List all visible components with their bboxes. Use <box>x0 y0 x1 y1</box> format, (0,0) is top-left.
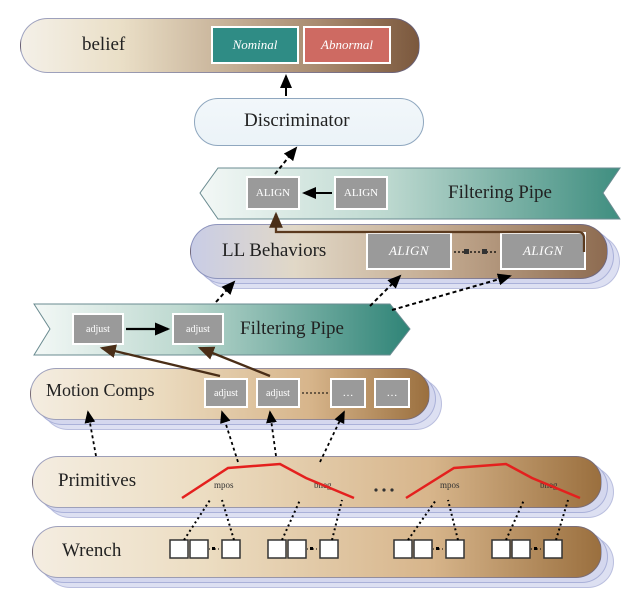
wrench-label: Wrench <box>62 540 121 562</box>
primitives-label: Primitives <box>58 470 136 492</box>
abnormal-chip: Abnormal <box>303 26 391 64</box>
ll-chip-2: ALIGN <box>500 232 586 270</box>
upper-pipe-label: Filtering Pipe <box>448 182 552 204</box>
prim-right-bneg: bneg <box>540 480 558 490</box>
prim-left-bneg: bneg <box>314 480 332 490</box>
ll-behaviors-label: LL Behaviors <box>222 240 326 262</box>
upper-pipe-chip-2: ALIGN <box>334 176 388 210</box>
lower-pipe-chip-2: adjust <box>172 313 224 345</box>
belief-label: belief <box>82 34 125 56</box>
mc-chip-1: adjust <box>204 378 248 408</box>
discriminator-label: Discriminator <box>244 110 350 132</box>
motion-comps-label: Motion Comps <box>46 380 155 401</box>
prim-right-mpos: mpos <box>440 480 460 490</box>
mc-chip-4: … <box>374 378 410 408</box>
ll-chip-1: ALIGN <box>366 232 452 270</box>
mc-chip-2: adjust <box>256 378 300 408</box>
nominal-chip: Nominal <box>211 26 299 64</box>
mc-chip-3: … <box>330 378 366 408</box>
lower-pipe-chip-1: adjust <box>72 313 124 345</box>
lower-pipe-label: Filtering Pipe <box>240 318 344 340</box>
prim-left-mpos: mpos <box>214 480 234 490</box>
upper-pipe-chip-1: ALIGN <box>246 176 300 210</box>
